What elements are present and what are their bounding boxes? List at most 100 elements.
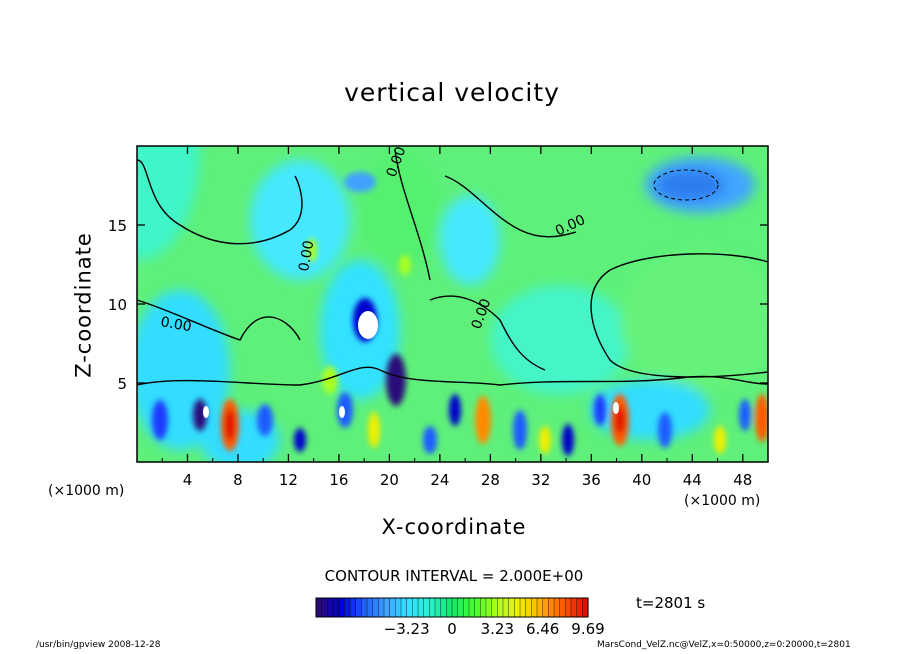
velocity-cell bbox=[755, 394, 768, 442]
colorbar-bin bbox=[418, 598, 425, 617]
x-unit-label-left: (×1000 m) bbox=[48, 483, 125, 499]
colorbar-bin bbox=[423, 598, 430, 617]
x-tick-label: 44 bbox=[683, 471, 702, 489]
time-label: t=2801 s bbox=[636, 594, 706, 612]
colorbar-bin bbox=[457, 598, 464, 617]
colorbar-bin bbox=[469, 598, 476, 617]
x-tick-label: 8 bbox=[233, 471, 243, 489]
velocity-cell bbox=[322, 366, 338, 394]
y-tick-label: 15 bbox=[108, 217, 127, 235]
velocity-cell bbox=[739, 399, 751, 431]
colorbar-bin bbox=[548, 598, 555, 617]
colorbar-bin bbox=[355, 598, 362, 617]
colorbar-tick-label: 6.46 bbox=[526, 620, 559, 638]
contour-line bbox=[429, 295, 546, 371]
colorbar-bin bbox=[344, 598, 351, 617]
colorbar-bin bbox=[338, 598, 345, 617]
x-tick-label: 40 bbox=[632, 471, 651, 489]
saturated-cell bbox=[358, 311, 378, 339]
footer-left: /usr/bin/gpview 2008-12-28 bbox=[36, 640, 161, 650]
colorbar-bin bbox=[452, 598, 459, 617]
colorbar-bin bbox=[384, 598, 391, 617]
saturated-cell bbox=[613, 402, 619, 414]
contour-line bbox=[137, 299, 301, 341]
saturated-cell bbox=[203, 406, 209, 418]
colorbar-bin bbox=[389, 598, 396, 617]
field-region bbox=[490, 285, 630, 395]
velocity-cell bbox=[193, 399, 207, 431]
field-region bbox=[137, 146, 200, 260]
contour-line bbox=[590, 253, 768, 378]
colorbar-tick-label: 0 bbox=[447, 620, 457, 638]
x-tick-label: 20 bbox=[380, 471, 399, 489]
velocity-cell bbox=[449, 394, 461, 426]
velocity-cell bbox=[307, 238, 317, 262]
colorbar-bin bbox=[480, 598, 487, 617]
x-tick-label: 16 bbox=[329, 471, 348, 489]
field-region bbox=[440, 195, 500, 285]
velocity-cell bbox=[562, 424, 574, 456]
velocity-cell bbox=[294, 428, 306, 452]
x-tick-label: 12 bbox=[279, 471, 298, 489]
velocity-cell bbox=[475, 396, 491, 444]
velocity-cell bbox=[368, 412, 380, 448]
velocity-cell bbox=[337, 392, 353, 428]
contour-label: 0.00 bbox=[159, 314, 192, 335]
y-axis-label: Z-coordinate bbox=[71, 232, 96, 378]
colorbar-bin bbox=[565, 598, 572, 617]
velocity-cell bbox=[714, 426, 726, 454]
colorbar-bin bbox=[429, 598, 436, 617]
colorbar-tick-label: −3.23 bbox=[384, 620, 430, 638]
colorbar-bin bbox=[582, 598, 589, 617]
colorbar-tick-label: 9.69 bbox=[571, 620, 604, 638]
colorbar-bin bbox=[576, 598, 583, 617]
x-tick-label: 24 bbox=[430, 471, 449, 489]
contour-label: 0.00 bbox=[296, 239, 317, 272]
x-unit-label-right: (×1000 m) bbox=[684, 493, 761, 509]
colorbar-bin bbox=[372, 598, 379, 617]
velocity-cell bbox=[152, 400, 168, 440]
x-tick-label: 32 bbox=[531, 471, 550, 489]
colorbar-bin bbox=[491, 598, 498, 617]
chart-title: vertical velocity bbox=[344, 78, 560, 107]
colorbar-bin bbox=[367, 598, 374, 617]
x-tick-label: 48 bbox=[733, 471, 752, 489]
colorbar-bin bbox=[474, 598, 481, 617]
colorbar-bin bbox=[440, 598, 447, 617]
colorbar-bin bbox=[463, 598, 470, 617]
contour-interval-text: CONTOUR INTERVAL = 2.000E+00 bbox=[324, 567, 584, 585]
velocity-cell bbox=[344, 172, 376, 192]
colorbar-bin bbox=[395, 598, 402, 617]
y-tick-label: 5 bbox=[117, 375, 127, 393]
field-region bbox=[590, 380, 710, 440]
colorbar-bin bbox=[531, 598, 538, 617]
colorbar-bin bbox=[497, 598, 504, 617]
saturated-cell bbox=[339, 406, 345, 418]
colorbar-bin bbox=[333, 598, 340, 617]
colorbar-bin bbox=[321, 598, 328, 617]
contour-line bbox=[137, 159, 303, 245]
colorbar-bin bbox=[327, 598, 334, 617]
field-region bbox=[620, 250, 768, 390]
footer-right: MarsCond_VelZ.nc@VelZ,x=0:50000,z=0:2000… bbox=[597, 640, 851, 650]
contour-lines: 0.000.000.00 0.000.00 bbox=[137, 146, 768, 386]
contour-line bbox=[444, 175, 577, 238]
x-tick-label: 36 bbox=[582, 471, 601, 489]
colorbar-bin bbox=[316, 598, 323, 617]
colorbar-tick-label: 3.23 bbox=[481, 620, 514, 638]
colorbar-frame bbox=[315, 597, 589, 618]
colorbar-bin bbox=[486, 598, 493, 617]
y-tick-label: 10 bbox=[108, 296, 127, 314]
colorbar-bin bbox=[378, 598, 385, 617]
velocity-cell bbox=[399, 255, 411, 275]
velocity-cell bbox=[594, 394, 606, 426]
contour-line bbox=[137, 366, 768, 386]
velocity-cell bbox=[225, 409, 235, 441]
colorbar-bin bbox=[503, 598, 510, 617]
colorbar-bin bbox=[514, 598, 521, 617]
contour-line-negative bbox=[653, 169, 719, 201]
colorbar-bin bbox=[350, 598, 357, 617]
